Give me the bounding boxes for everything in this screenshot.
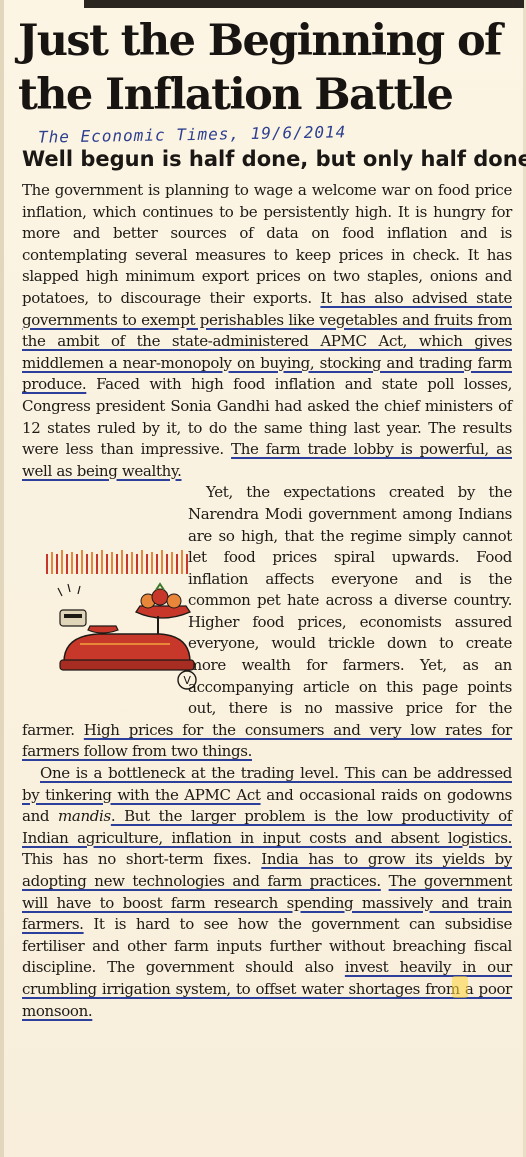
p3-text-i: It is hard to see how the government can… <box>22 915 512 977</box>
handwritten-source-note: The Economic Times, 19/6/2014 <box>37 122 347 147</box>
headline-line-2: the Inflation Battle <box>18 70 454 120</box>
headline: Just the Beginning of the Inflation Batt… <box>18 14 518 122</box>
p3-underlined-h: The government will have to boost farm r… <box>22 872 513 934</box>
p3-underlined-a: One is a bottleneck at the trading level… <box>22 764 512 804</box>
top-rule <box>84 0 524 8</box>
p3-text-b: and occasional raids on godowns and <box>22 785 512 826</box>
p2-text-a: Yet, the expectations created by the Nar… <box>22 483 512 739</box>
p2-underlined-b: High prices for the consumers and very l… <box>22 720 512 761</box>
p3-text-e: This has no short-term fixes. <box>22 850 262 869</box>
p1-underlined-b: It has also advised state governments to… <box>22 288 512 394</box>
highlighter-mark <box>452 976 468 998</box>
p3-italic-mandis: mandis <box>58 807 111 826</box>
weighing-scale-icon: V <box>46 550 197 691</box>
subheadline: Well begun is half done, but only half d… <box>22 147 526 171</box>
p1-text-a: The government is planning to wage a wel… <box>22 181 512 307</box>
v-mark-label: V <box>183 674 191 687</box>
paragraph-3: One is a bottleneck at the trading level… <box>22 763 512 1022</box>
p1-text-c: Faced with high food inflation and state… <box>22 375 512 459</box>
p3-underlined-d: . But the larger problem is the low prod… <box>22 807 512 847</box>
rising-bars-icon <box>46 550 188 575</box>
p3-underlined-f: India has to grow its yields by adopting… <box>22 850 512 890</box>
p3-underlined-j: invest heavily in our crumbling irrigati… <box>22 958 512 1020</box>
p1-underlined-d: The farm trade lobby is powerful, as wel… <box>22 440 513 480</box>
p3-space <box>381 872 389 890</box>
paragraph-1: The government is planning to wage a wel… <box>22 180 512 482</box>
scale-illustration: V <box>22 484 197 698</box>
article-body: The government is planning to wage a wel… <box>22 180 512 1022</box>
headline-line-1: Just the Beginning of <box>18 16 503 66</box>
paragraph-2: V Yet, the expectations created by the N… <box>22 482 512 763</box>
